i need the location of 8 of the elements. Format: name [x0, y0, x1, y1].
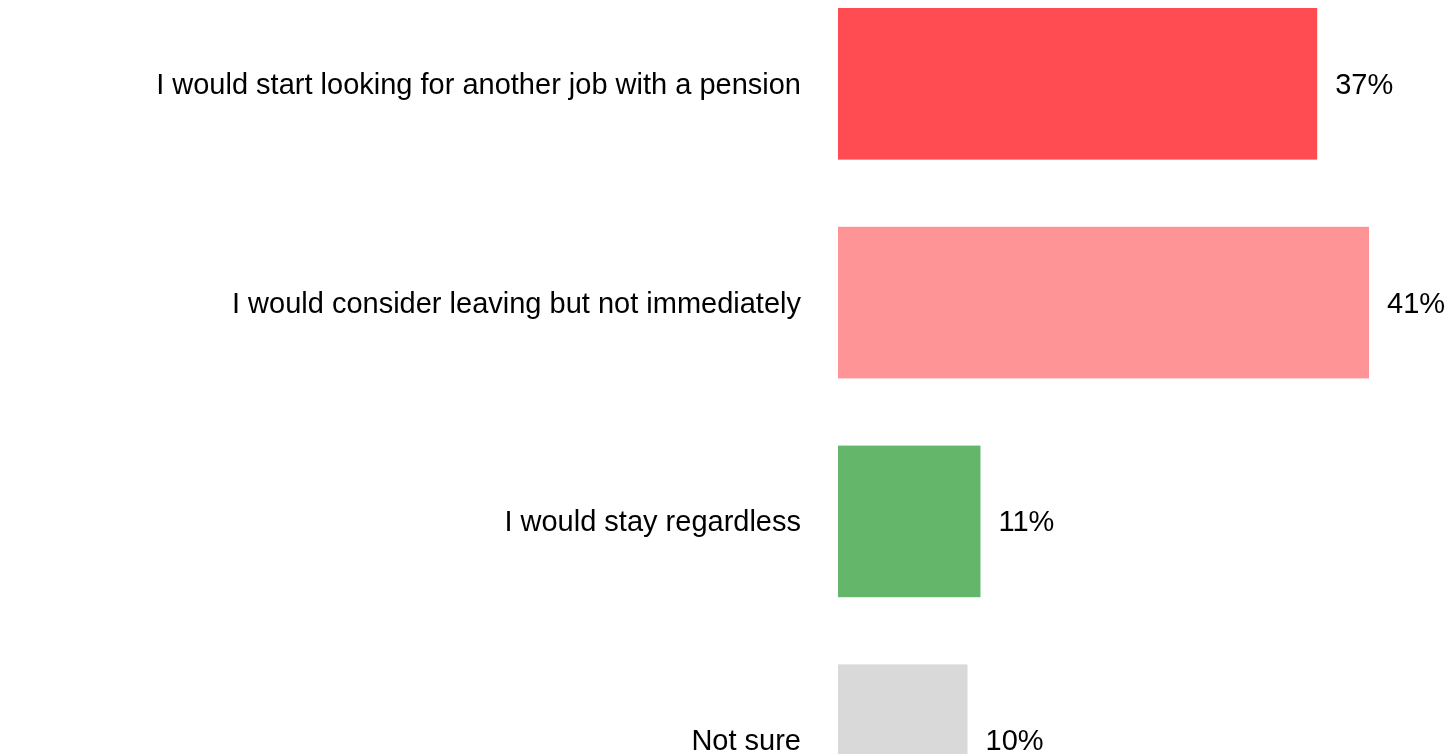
data-label: 37%: [1335, 67, 1394, 100]
data-label: 10%: [985, 724, 1044, 754]
data-label: 11%: [998, 505, 1055, 538]
y-tick-label: I would stay regardless: [504, 505, 801, 538]
y-tick-label: I would consider leaving but not immediately: [231, 286, 802, 319]
data-label: 41%: [1387, 286, 1446, 319]
y-tick-label: Not sure: [691, 724, 801, 754]
y-tick-label: I would start looking for another job with a pension: [156, 67, 801, 100]
